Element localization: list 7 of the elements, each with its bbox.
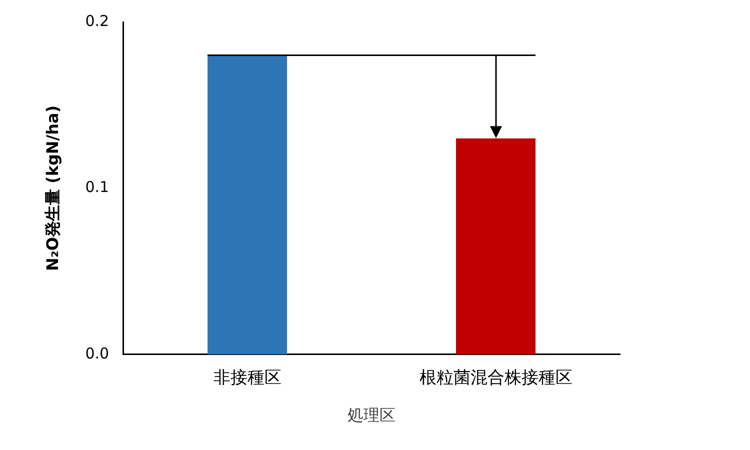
y-tick-label: 0.0	[85, 344, 110, 362]
x-tick-label: 非接種区	[213, 368, 282, 388]
y-axis-title: N₂O発生量 (kgN/ha)	[42, 105, 62, 272]
x-axis-title: 処理区	[348, 406, 396, 425]
y-tick-label: 0.2	[85, 12, 110, 30]
x-tick-label: 根粒菌混合株接種区	[419, 368, 572, 388]
y-tick-label: 0.1	[85, 178, 110, 196]
